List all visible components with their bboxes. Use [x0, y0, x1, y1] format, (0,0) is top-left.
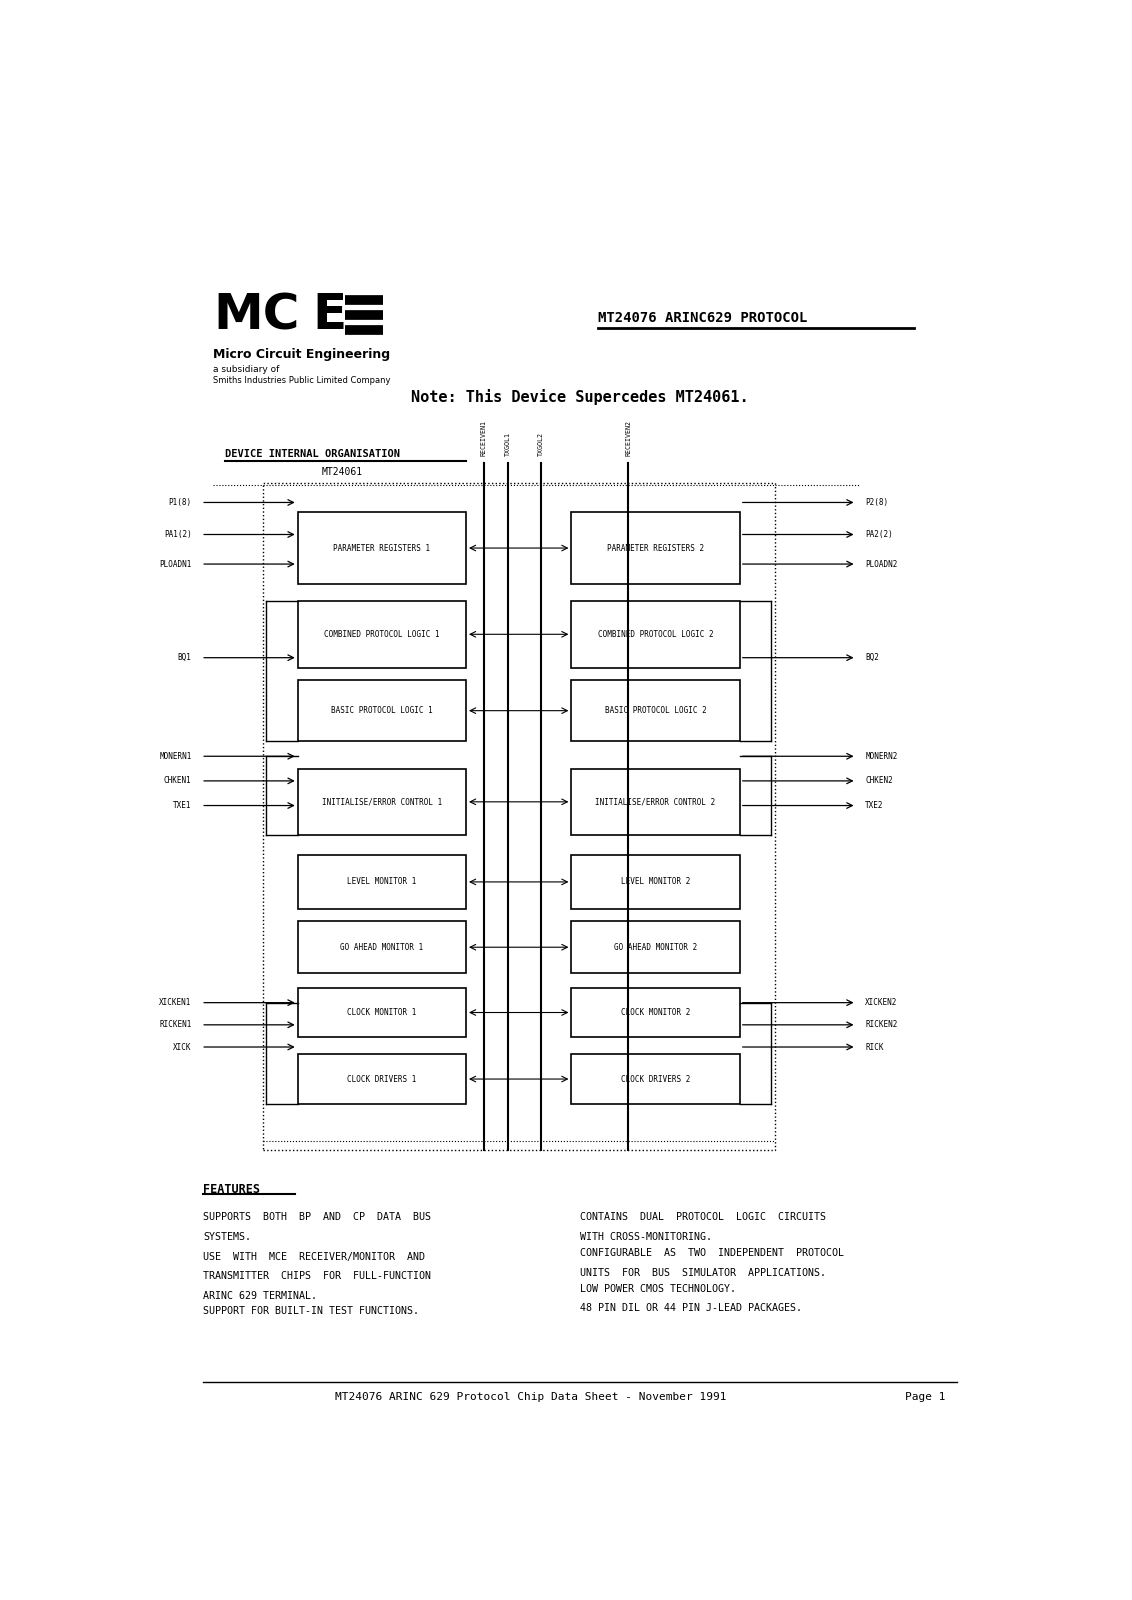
- Text: USE  WITH  MCE  RECEIVER/MONITOR  AND: USE WITH MCE RECEIVER/MONITOR AND: [203, 1251, 424, 1261]
- Text: Micro Circuit Engineering: Micro Circuit Engineering: [214, 349, 391, 362]
- Text: ARINC 629 TERMINAL.: ARINC 629 TERMINAL.: [203, 1291, 317, 1301]
- Text: E: E: [312, 291, 346, 339]
- Bar: [572, 922, 740, 973]
- Text: GO AHEAD MONITOR 1: GO AHEAD MONITOR 1: [341, 942, 423, 952]
- Bar: [572, 768, 740, 835]
- Text: RICKEN2: RICKEN2: [865, 1021, 898, 1029]
- Text: PLOADN2: PLOADN2: [865, 560, 898, 568]
- Bar: [572, 854, 740, 909]
- Text: GO AHEAD MONITOR 2: GO AHEAD MONITOR 2: [614, 942, 697, 952]
- Text: FEATURES: FEATURES: [203, 1182, 260, 1195]
- Text: CLOCK DRIVERS 2: CLOCK DRIVERS 2: [621, 1075, 691, 1083]
- Text: BASIC PROTOCOL LOGIC 1: BASIC PROTOCOL LOGIC 1: [331, 706, 432, 715]
- Text: MT24061: MT24061: [321, 467, 362, 477]
- Text: MC: MC: [214, 291, 300, 339]
- Text: a subsidiary of: a subsidiary of: [214, 365, 280, 374]
- Bar: [298, 1054, 466, 1104]
- Text: PA2(2): PA2(2): [865, 530, 893, 539]
- Bar: [298, 512, 466, 584]
- Text: Note: This Device Supercedes MT24061.: Note: This Device Supercedes MT24061.: [411, 389, 749, 405]
- Text: INITIALISE/ERROR CONTROL 1: INITIALISE/ERROR CONTROL 1: [321, 797, 441, 806]
- Text: RECEIVEN1: RECEIVEN1: [481, 419, 487, 456]
- Text: SUPPORT FOR BUILT-IN TEST FUNCTIONS.: SUPPORT FOR BUILT-IN TEST FUNCTIONS.: [203, 1306, 419, 1315]
- Text: Smiths Industries Public Limited Company: Smiths Industries Public Limited Company: [214, 376, 391, 386]
- Text: TXE2: TXE2: [865, 802, 884, 810]
- Text: CLOCK DRIVERS 1: CLOCK DRIVERS 1: [348, 1075, 417, 1083]
- Text: RICK: RICK: [865, 1043, 884, 1051]
- Text: XICKEN2: XICKEN2: [865, 998, 898, 1006]
- Text: BQ2: BQ2: [865, 653, 880, 662]
- Text: COMBINED PROTOCOL LOGIC 2: COMBINED PROTOCOL LOGIC 2: [598, 630, 713, 638]
- Text: RECEIVEN2: RECEIVEN2: [625, 419, 632, 456]
- Bar: [572, 602, 740, 667]
- Bar: [298, 602, 466, 667]
- Bar: [572, 987, 740, 1037]
- Text: PLOADN1: PLOADN1: [160, 560, 191, 568]
- Text: XICK: XICK: [173, 1043, 191, 1051]
- Text: CHKEN2: CHKEN2: [865, 776, 893, 786]
- Text: INITIALISE/ERROR CONTROL 2: INITIALISE/ERROR CONTROL 2: [595, 797, 715, 806]
- Bar: [298, 922, 466, 973]
- Text: SYSTEMS.: SYSTEMS.: [203, 1232, 251, 1242]
- Text: P1(8): P1(8): [169, 498, 191, 507]
- Text: CLOCK MONITOR 1: CLOCK MONITOR 1: [348, 1008, 417, 1018]
- Text: P2(8): P2(8): [865, 498, 889, 507]
- Text: BQ1: BQ1: [178, 653, 191, 662]
- Text: LEVEL MONITOR 1: LEVEL MONITOR 1: [348, 877, 417, 886]
- Text: TXGOL1: TXGOL1: [505, 432, 512, 456]
- Text: WITH CROSS-MONITORING.: WITH CROSS-MONITORING.: [581, 1232, 712, 1242]
- Bar: [572, 1054, 740, 1104]
- Text: PARAMETER REGISTERS 2: PARAMETER REGISTERS 2: [607, 544, 704, 552]
- Text: DEVICE INTERNAL ORGANISATION: DEVICE INTERNAL ORGANISATION: [225, 450, 400, 459]
- Text: RICKEN1: RICKEN1: [160, 1021, 191, 1029]
- Text: MT24076 ARINC629 PROTOCOL: MT24076 ARINC629 PROTOCOL: [598, 310, 807, 325]
- Text: PARAMETER REGISTERS 1: PARAMETER REGISTERS 1: [333, 544, 430, 552]
- Bar: [298, 768, 466, 835]
- Text: PA1(2): PA1(2): [164, 530, 191, 539]
- Bar: [298, 854, 466, 909]
- Bar: [572, 512, 740, 584]
- Text: TRANSMITTER  CHIPS  FOR  FULL-FUNCTION: TRANSMITTER CHIPS FOR FULL-FUNCTION: [203, 1272, 431, 1282]
- Text: TXGOL2: TXGOL2: [538, 432, 543, 456]
- Text: COMBINED PROTOCOL LOGIC 1: COMBINED PROTOCOL LOGIC 1: [324, 630, 439, 638]
- Text: XICKEN1: XICKEN1: [160, 998, 191, 1006]
- Text: UNITS  FOR  BUS  SIMULATOR  APPLICATIONS.: UNITS FOR BUS SIMULATOR APPLICATIONS.: [581, 1267, 826, 1277]
- Bar: [298, 987, 466, 1037]
- Text: MT24076 ARINC 629 Protocol Chip Data Sheet - November 1991: MT24076 ARINC 629 Protocol Chip Data She…: [335, 1392, 726, 1402]
- Text: CHKEN1: CHKEN1: [164, 776, 191, 786]
- Text: CLOCK MONITOR 2: CLOCK MONITOR 2: [621, 1008, 691, 1018]
- Text: Page 1: Page 1: [904, 1392, 945, 1402]
- Text: MONERN2: MONERN2: [865, 752, 898, 760]
- Text: CONFIGURABLE  AS  TWO  INDEPENDENT  PROTOCOL: CONFIGURABLE AS TWO INDEPENDENT PROTOCOL: [581, 1248, 844, 1258]
- Text: BASIC PROTOCOL LOGIC 2: BASIC PROTOCOL LOGIC 2: [604, 706, 706, 715]
- Text: LEVEL MONITOR 2: LEVEL MONITOR 2: [621, 877, 691, 886]
- Text: SUPPORTS  BOTH  BP  AND  CP  DATA  BUS: SUPPORTS BOTH BP AND CP DATA BUS: [203, 1213, 431, 1222]
- Bar: [263, 483, 775, 1150]
- Bar: [298, 680, 466, 741]
- Text: LOW POWER CMOS TECHNOLOGY.: LOW POWER CMOS TECHNOLOGY.: [581, 1283, 736, 1293]
- Text: MONERN1: MONERN1: [160, 752, 191, 760]
- Bar: [572, 680, 740, 741]
- Text: 48 PIN DIL OR 44 PIN J-LEAD PACKAGES.: 48 PIN DIL OR 44 PIN J-LEAD PACKAGES.: [581, 1304, 803, 1314]
- Text: CONTAINS  DUAL  PROTOCOL  LOGIC  CIRCUITS: CONTAINS DUAL PROTOCOL LOGIC CIRCUITS: [581, 1213, 826, 1222]
- Text: TXE1: TXE1: [173, 802, 191, 810]
